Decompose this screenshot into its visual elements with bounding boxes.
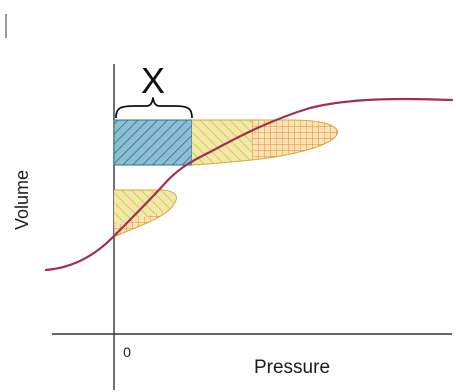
x-brace <box>115 97 193 119</box>
x-axis-label: Pressure <box>254 357 330 378</box>
marker-x-label: X <box>141 60 165 101</box>
y-axis-label: Volume <box>12 170 32 230</box>
origin-label: 0 <box>123 344 131 360</box>
large-lobe-orange-grid <box>252 120 338 160</box>
blue-hatched-rectangle <box>113 119 193 166</box>
large-lobe-outline <box>191 119 338 166</box>
pressure-volume-curve <box>44 97 454 272</box>
small-lobe-outline <box>113 189 177 238</box>
